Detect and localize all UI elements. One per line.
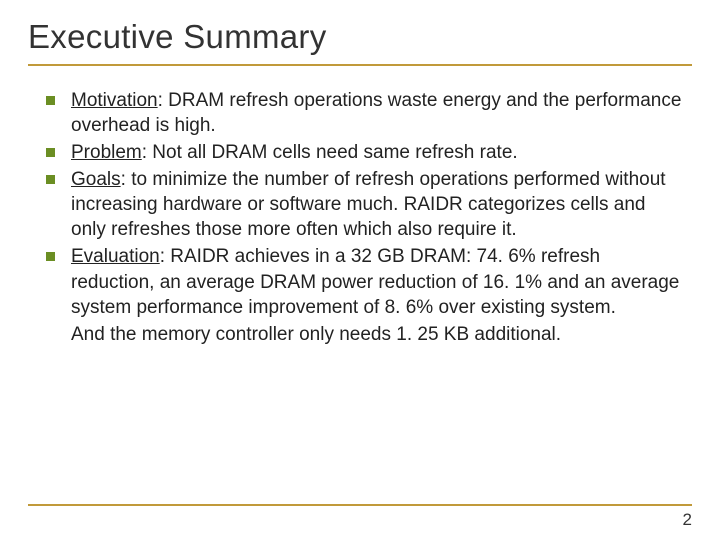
bullet-text: Evaluation: RAIDR achieves in a 32 GB DR…	[71, 244, 682, 319]
footer-rule	[28, 504, 692, 506]
bullet-item: Problem: Not all DRAM cells need same re…	[46, 140, 682, 165]
bullet-square-icon	[46, 96, 55, 105]
bullet-square-icon	[46, 252, 55, 261]
bullet-item: Motivation: DRAM refresh operations wast…	[46, 88, 682, 138]
slide-title: Executive Summary	[28, 18, 692, 56]
bullet-text: Goals: to minimize the number of refresh…	[71, 167, 682, 242]
bullet-rest: : Not all DRAM cells need same refresh r…	[142, 142, 518, 163]
bullet-lead: Motivation	[71, 90, 158, 111]
bullet-lead: Problem	[71, 142, 142, 163]
bullet-rest: : DRAM refresh operations waste energy a…	[71, 90, 681, 136]
page-number: 2	[683, 510, 692, 530]
bullet-lead: Evaluation	[71, 246, 160, 267]
bullet-square-icon	[46, 175, 55, 184]
trailing-note: And the memory controller only needs 1. …	[71, 322, 682, 347]
bullet-rest: : RAIDR achieves in a 32 GB DRAM: 74. 6%…	[71, 246, 679, 317]
bullet-item: Evaluation: RAIDR achieves in a 32 GB DR…	[46, 244, 682, 319]
bullet-text: Problem: Not all DRAM cells need same re…	[71, 140, 682, 165]
bullet-lead: Goals	[71, 169, 121, 190]
bullet-text: Motivation: DRAM refresh operations wast…	[71, 88, 682, 138]
slide-container: Executive Summary Motivation: DRAM refre…	[0, 0, 720, 540]
bullet-rest: : to minimize the number of refresh oper…	[71, 169, 666, 240]
content-area: Motivation: DRAM refresh operations wast…	[28, 88, 692, 347]
title-underline	[28, 64, 692, 66]
bullet-square-icon	[46, 148, 55, 157]
bullet-item: Goals: to minimize the number of refresh…	[46, 167, 682, 242]
